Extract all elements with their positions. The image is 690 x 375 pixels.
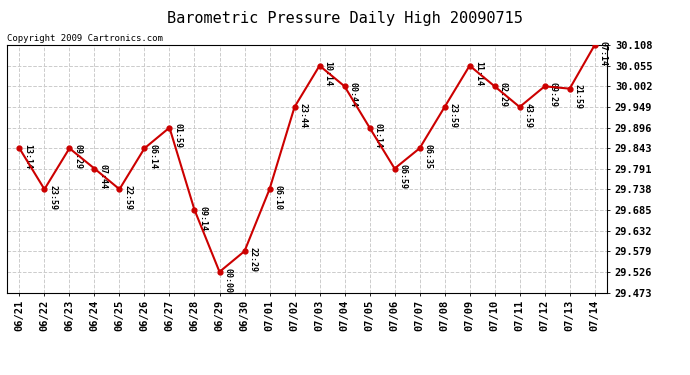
Text: 09:14: 09:14 [199, 206, 208, 231]
Text: 07:14: 07:14 [599, 41, 608, 66]
Text: 09:29: 09:29 [74, 144, 83, 169]
Text: 23:59: 23:59 [448, 103, 457, 128]
Text: 21:59: 21:59 [574, 84, 583, 109]
Text: 00:44: 00:44 [348, 82, 357, 107]
Text: 23:59: 23:59 [48, 185, 57, 210]
Text: 10:14: 10:14 [324, 62, 333, 87]
Text: 22:29: 22:29 [248, 247, 257, 272]
Text: 13:14: 13:14 [23, 144, 32, 169]
Text: 01:14: 01:14 [374, 123, 383, 148]
Text: 06:35: 06:35 [424, 144, 433, 169]
Text: 09:29: 09:29 [549, 82, 558, 107]
Text: Copyright 2009 Cartronics.com: Copyright 2009 Cartronics.com [7, 33, 163, 42]
Text: 11:14: 11:14 [474, 62, 483, 87]
Text: 43:59: 43:59 [524, 103, 533, 128]
Text: 06:10: 06:10 [274, 185, 283, 210]
Text: 02:29: 02:29 [499, 82, 508, 107]
Text: 07:44: 07:44 [99, 164, 108, 189]
Text: Barometric Pressure Daily High 20090715: Barometric Pressure Daily High 20090715 [167, 11, 523, 26]
Text: 01:59: 01:59 [174, 123, 183, 148]
Text: 00:00: 00:00 [224, 268, 233, 292]
Text: 06:14: 06:14 [148, 144, 157, 169]
Text: 06:59: 06:59 [399, 164, 408, 189]
Text: 23:44: 23:44 [299, 103, 308, 128]
Text: 22:59: 22:59 [124, 185, 132, 210]
